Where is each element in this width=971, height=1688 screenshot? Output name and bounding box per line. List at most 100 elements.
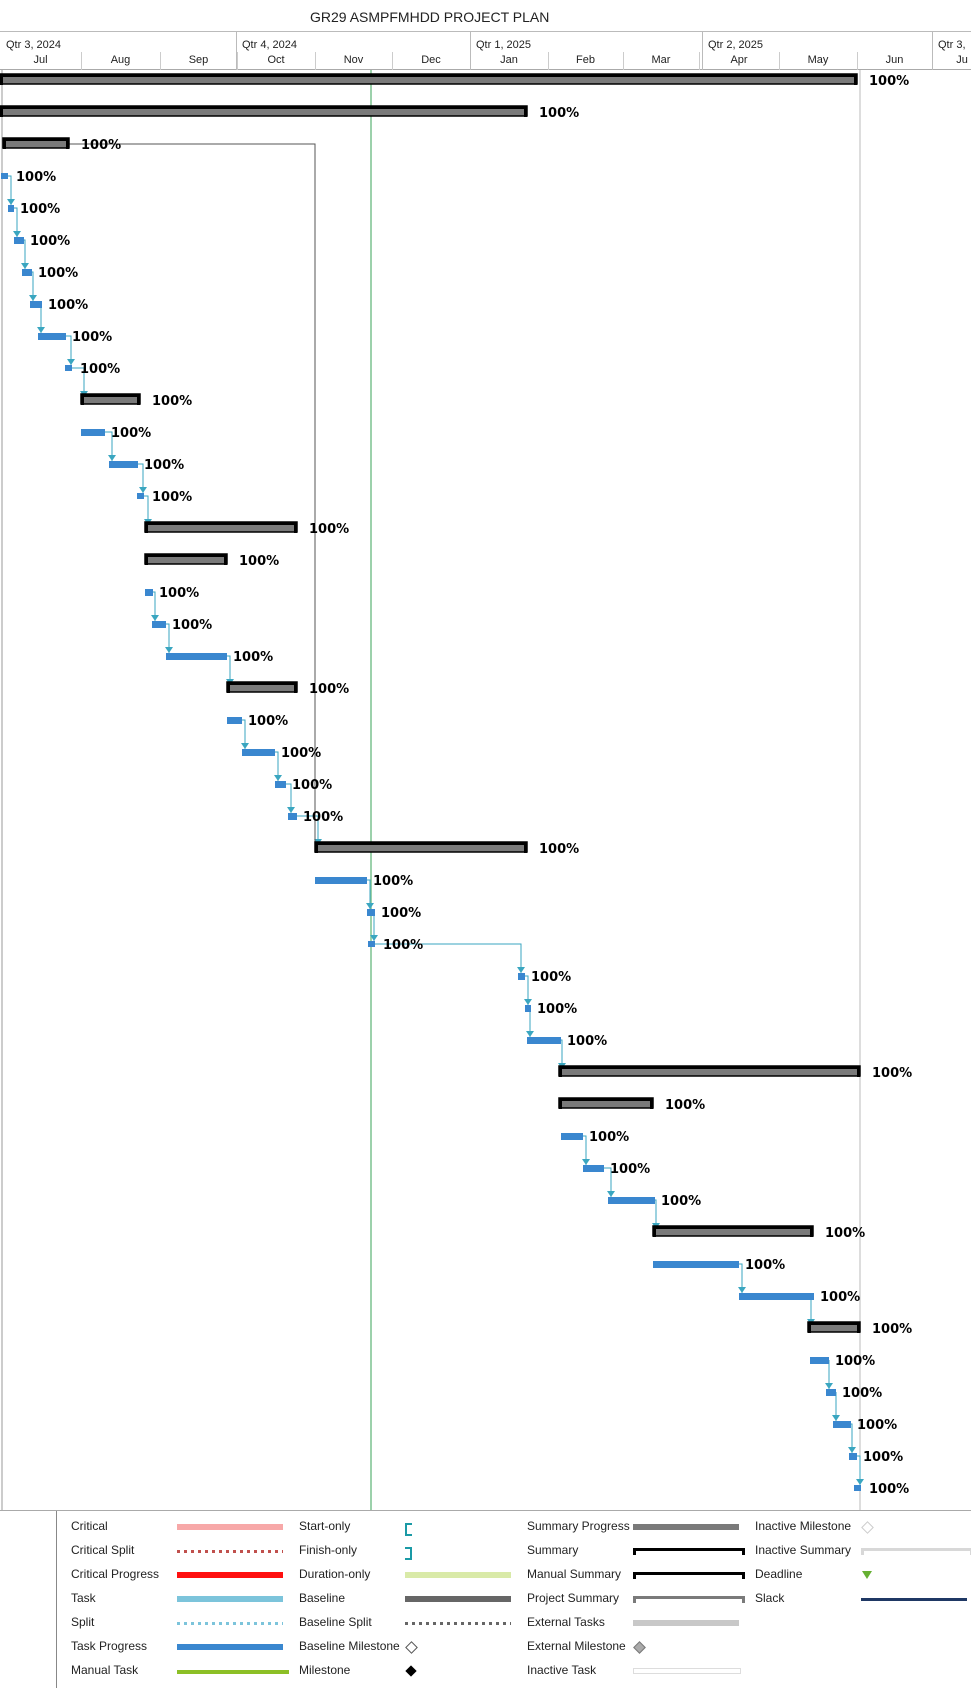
legend-label: Critical Progress [71, 1567, 160, 1581]
legend-label: External Tasks [527, 1615, 605, 1629]
summary-bar-cap-right [224, 554, 227, 565]
percent-complete-label: 100% [20, 202, 60, 217]
task-bar[interactable] [145, 589, 153, 596]
legend-label: Split [71, 1615, 95, 1629]
legend-label: Deadline [755, 1567, 803, 1581]
task-bar[interactable] [8, 205, 14, 212]
percent-complete-label: 100% [842, 1386, 882, 1401]
percent-complete-label: 100% [383, 938, 423, 953]
link-arrowhead [582, 1159, 590, 1165]
summary-bar-top [145, 522, 297, 525]
gantt-chart[interactable]: 100% 100% 100% 100% 100% 100% 100% 100% 100% 100%… [0, 70, 971, 1510]
quarter-divider [702, 32, 703, 70]
month-divider [160, 52, 161, 70]
task-bar[interactable] [583, 1165, 604, 1172]
task-bar[interactable] [227, 717, 242, 724]
quarter-label: Qtr 3, 2024 [6, 39, 62, 51]
task-bar[interactable] [38, 333, 66, 340]
task-bar[interactable] [81, 429, 105, 436]
percent-complete-label: 100% [233, 650, 273, 665]
dependency-link [655, 1199, 657, 1229]
task-bar[interactable] [30, 301, 42, 308]
task-bar[interactable] [561, 1133, 583, 1140]
month-label: Nov [343, 54, 364, 66]
task-bar[interactable] [14, 237, 24, 244]
legend-label: Baseline Split [299, 1615, 372, 1629]
dependency-link [851, 1423, 853, 1453]
percent-complete-label: 100% [281, 746, 321, 761]
task-bar[interactable] [315, 877, 367, 884]
summary-bar-cap-right [524, 842, 527, 853]
task-bar[interactable] [288, 813, 297, 820]
dependency-link [367, 879, 371, 909]
task-bar[interactable] [22, 269, 32, 276]
month-label: Oct [267, 54, 285, 66]
month-label: Feb [576, 54, 595, 66]
month-label: May [807, 54, 829, 66]
percent-complete-label: 100% [309, 682, 349, 697]
task-bar[interactable] [527, 1037, 561, 1044]
legend-label: Summary Progress [527, 1519, 630, 1533]
summary-bar-cap-right [857, 1322, 860, 1333]
month-divider [548, 52, 549, 70]
milestone-marker[interactable] [854, 1485, 861, 1491]
percent-complete-label: 100% [872, 1322, 912, 1337]
dependency-link [14, 207, 18, 237]
month-label: Jan [500, 54, 518, 66]
dependency-link [138, 463, 144, 493]
milestone-marker[interactable] [65, 365, 72, 371]
dependency-link [525, 975, 529, 1005]
task-bar[interactable] [242, 749, 275, 756]
percent-complete-label: 100% [111, 426, 151, 441]
quarter-divider [932, 32, 933, 70]
legend-label: Finish-only [299, 1543, 358, 1557]
percent-complete-label: 100% [248, 714, 288, 729]
percent-complete-label: 100% [30, 234, 70, 249]
dependency-link [72, 367, 85, 397]
percent-complete-label: 100% [589, 1130, 629, 1145]
task-bar[interactable] [833, 1421, 851, 1428]
dependency-link [275, 751, 279, 781]
task-bar[interactable] [653, 1261, 739, 1268]
percent-complete-label: 100% [152, 490, 192, 505]
task-bar[interactable] [109, 461, 138, 468]
percent-complete-label: 100% [72, 330, 112, 345]
timescale[interactable]: Qtr 3, 2024 Qtr 4, 2024 Qtr 1, 2025 Qtr 2, … [0, 32, 971, 70]
dependency-link [8, 175, 12, 205]
task-bar[interactable] [826, 1389, 836, 1396]
link-arrowhead [825, 1383, 833, 1389]
percent-complete-label: 100% [309, 522, 349, 537]
link-arrowhead [848, 1447, 856, 1453]
legend-swatch-manual-summary [633, 1572, 745, 1579]
milestone-marker[interactable] [1, 173, 8, 179]
task-bar[interactable] [525, 1005, 531, 1012]
link-arrowhead [21, 263, 29, 269]
legend-label: Slack [755, 1591, 785, 1605]
quarter-divider [236, 32, 237, 70]
dependency-link [739, 1263, 743, 1293]
legend-swatch-summary-progress [633, 1524, 739, 1530]
dependency-link [227, 655, 231, 685]
link-arrowhead [370, 935, 378, 941]
task-bar[interactable] [275, 781, 286, 788]
month-divider [623, 52, 624, 70]
task-bar[interactable] [152, 621, 166, 628]
task-bar[interactable] [849, 1453, 857, 1460]
task-bar[interactable] [810, 1357, 829, 1364]
milestone-marker[interactable] [137, 493, 144, 499]
summary-bar-cap-left [0, 106, 3, 117]
percent-complete-label: 100% [820, 1290, 860, 1305]
percent-complete-label: 100% [16, 170, 56, 185]
percent-complete-label: 100% [152, 394, 192, 409]
task-bar[interactable] [166, 653, 227, 660]
percent-complete-label: 100% [159, 586, 199, 601]
task-bar[interactable] [608, 1197, 655, 1204]
summary-bar-cap-right [810, 1226, 813, 1237]
summary-bar-cap-left [3, 138, 6, 149]
milestone-marker[interactable] [368, 941, 375, 947]
phase-link [69, 143, 316, 842]
task-bar[interactable] [739, 1293, 814, 1300]
task-bar[interactable] [518, 973, 525, 980]
task-bar[interactable] [367, 909, 375, 916]
summary-bar-cap-left [559, 1098, 562, 1109]
